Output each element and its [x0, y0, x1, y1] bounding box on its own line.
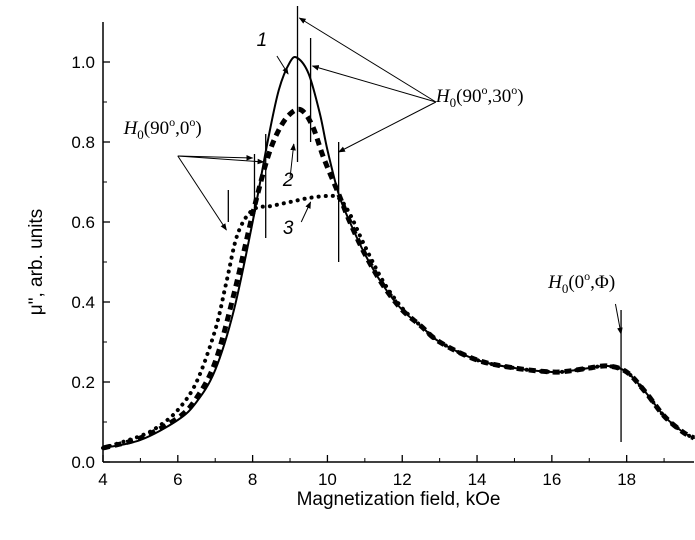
x-tick-label: 6 [173, 470, 182, 489]
curve-label-1: 1 [257, 30, 268, 51]
annotation-h0-0-phi: H0(0o,Φ) [547, 269, 615, 296]
annotation-arrow [300, 201, 312, 223]
curve-label-2: 2 [282, 170, 294, 191]
x-tick-label: 14 [468, 470, 487, 489]
x-tick-label: 12 [393, 470, 412, 489]
y-tick-label: 0.6 [71, 213, 95, 232]
annotation-arrow [177, 155, 265, 165]
annotation-arrow [298, 17, 437, 103]
x-tick-label: 4 [98, 470, 107, 489]
x-axis-title: Magnetization field, kOe [297, 489, 501, 510]
annotation-arrow [276, 55, 289, 75]
annotation-arrows [177, 17, 623, 335]
y-tick-label: 0.8 [71, 133, 95, 152]
annotation-labels: 1 2 3 H0(90o,0o) H0(90o,30o) H0(0o,Φ) [123, 30, 616, 296]
x-tick-label: 8 [248, 470, 257, 489]
y-tick-label: 0.0 [71, 453, 95, 472]
x-tick-label: 16 [542, 470, 561, 489]
annotation-arrow [177, 155, 254, 161]
annotation-arrow [338, 101, 437, 153]
series-line-3 [101, 193, 695, 450]
curves [101, 55, 695, 451]
annotation-arrow [177, 155, 227, 231]
y-tick-label: 0.2 [71, 373, 95, 392]
y-tick-label: 0.4 [71, 293, 95, 312]
y-axis-title: μ", arb. units [26, 209, 47, 315]
annotation-arrow [289, 143, 296, 179]
x-tick-label: 18 [617, 470, 636, 489]
y-tick-label: 1.0 [71, 53, 95, 72]
annotation-arrow [311, 65, 437, 103]
series-line-2 [102, 106, 695, 451]
x-tick-label: 10 [318, 470, 337, 489]
axes: 4 6 8 10 12 14 16 180.00.20.40.60.81.0 [71, 22, 694, 489]
annotation-arrow [614, 303, 623, 335]
annotation-h0-90-30: H0(90o,30o) [435, 83, 524, 110]
curve-label-3: 3 [283, 218, 294, 239]
annotation-h0-90-0: H0(90o,0o) [123, 115, 202, 142]
